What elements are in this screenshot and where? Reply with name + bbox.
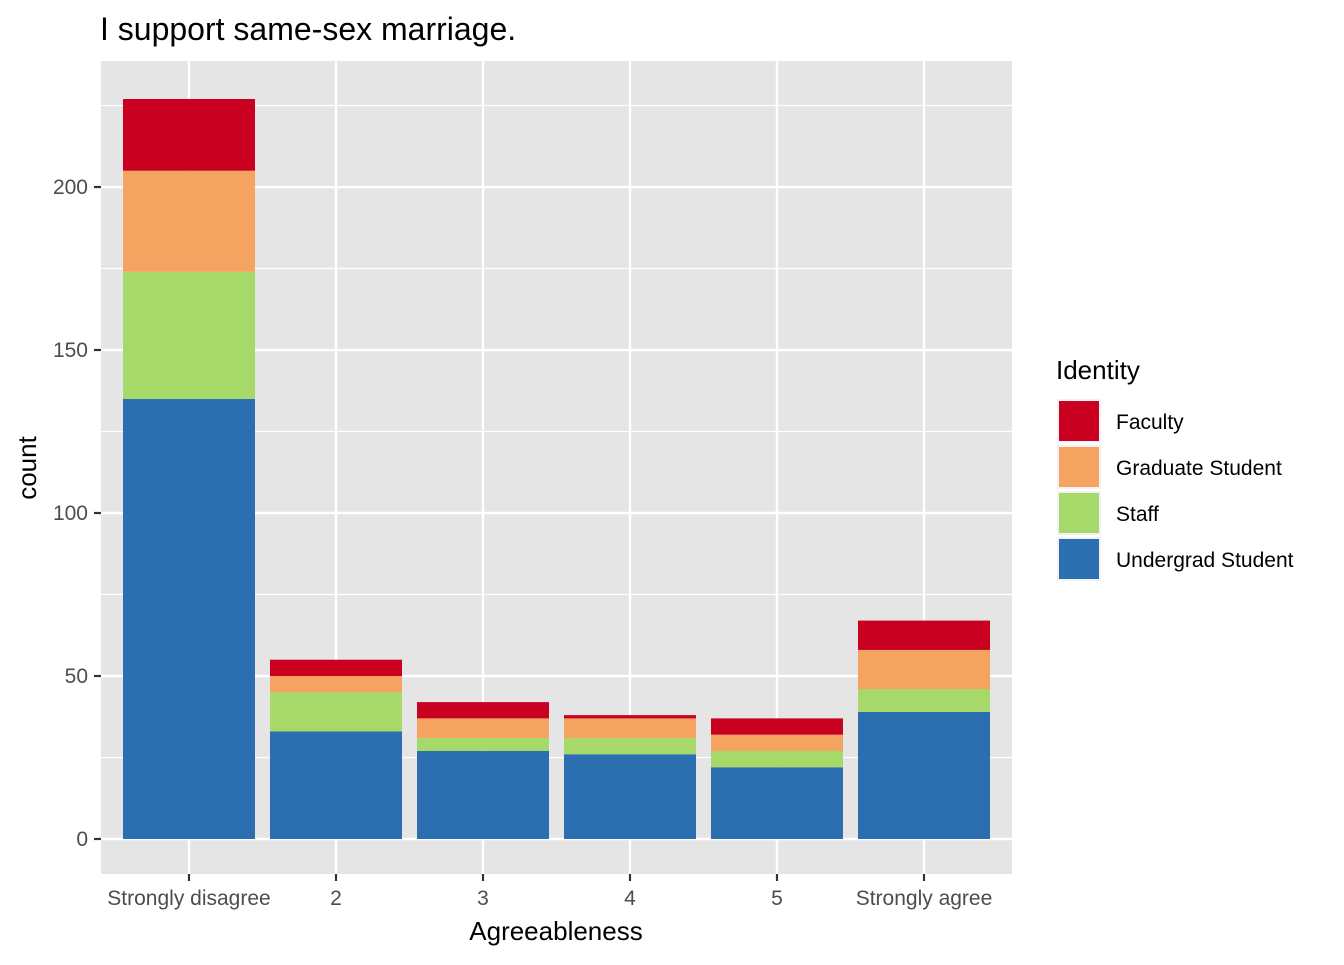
legend-label-undergrad-student: Undergrad Student: [1116, 549, 1294, 572]
legend-swatch-graduate-student: [1059, 447, 1099, 487]
chart-title: I support same-sex marriage.: [100, 11, 516, 47]
bar-staff-0: [123, 271, 255, 399]
legend-items: Faculty Graduate Student Staff Undergrad St…: [1057, 399, 1294, 581]
legend-label-faculty: Faculty: [1116, 411, 1184, 434]
legend-swatch-staff: [1059, 493, 1099, 533]
bar-undergrad-student-0: [123, 398, 255, 839]
legend-swatch-faculty: [1059, 401, 1099, 441]
legend-title: Identity: [1056, 355, 1140, 385]
bar-staff-2: [417, 737, 549, 751]
x-tick-label-0: Strongly disagree: [107, 887, 270, 910]
bar-faculty-0: [123, 99, 255, 171]
bar-staff-3: [564, 737, 696, 755]
bar-undergrad-student-2: [417, 750, 549, 839]
y-tick-label-4: 200: [53, 176, 88, 199]
y-tick-label-0: 0: [76, 828, 88, 851]
bar-graduate-student-1: [270, 676, 402, 693]
x-axis: Strongly disagree 2 3 4 5 Strongly agree: [107, 874, 992, 910]
y-axis-title: count: [12, 435, 42, 499]
x-tick-label-1: 2: [330, 887, 342, 910]
bar-staff-5: [858, 689, 990, 712]
bar-faculty-1: [270, 659, 402, 677]
bar-faculty-5: [858, 620, 990, 650]
bar-staff-4: [711, 750, 843, 768]
y-tick-label-3: 150: [53, 339, 88, 362]
bar-graduate-student-4: [711, 734, 843, 751]
bar-faculty-4: [711, 718, 843, 735]
bar-undergrad-student-4: [711, 767, 843, 839]
bar-staff-1: [270, 692, 402, 732]
x-tick-label-2: 3: [477, 887, 489, 910]
bar-graduate-student-2: [417, 718, 549, 738]
legend-label-staff: Staff: [1116, 503, 1159, 526]
bar-graduate-student-5: [858, 649, 990, 690]
bars: [123, 99, 990, 839]
bar-graduate-student-3: [564, 718, 696, 738]
bar-undergrad-student-5: [858, 711, 990, 839]
legend-label-graduate-student: Graduate Student: [1116, 457, 1282, 480]
y-tick-label-1: 50: [65, 665, 88, 688]
bar-faculty-2: [417, 702, 549, 719]
bar-undergrad-student-3: [564, 754, 696, 839]
y-tick-label-2: 100: [53, 502, 88, 525]
legend: Identity Faculty Graduate Student Staff Und…: [1056, 355, 1294, 581]
bar-graduate-student-0: [123, 170, 255, 272]
x-tick-label-4: 5: [771, 887, 783, 910]
legend-swatch-undergrad-student: [1059, 539, 1099, 579]
y-axis: 0 50 100 150 200: [53, 176, 101, 851]
x-tick-label-3: 4: [624, 887, 636, 910]
x-tick-label-5: Strongly agree: [856, 887, 993, 910]
bar-undergrad-student-1: [270, 731, 402, 839]
x-axis-title: Agreeableness: [469, 916, 642, 946]
bar-faculty-3: [564, 715, 696, 719]
